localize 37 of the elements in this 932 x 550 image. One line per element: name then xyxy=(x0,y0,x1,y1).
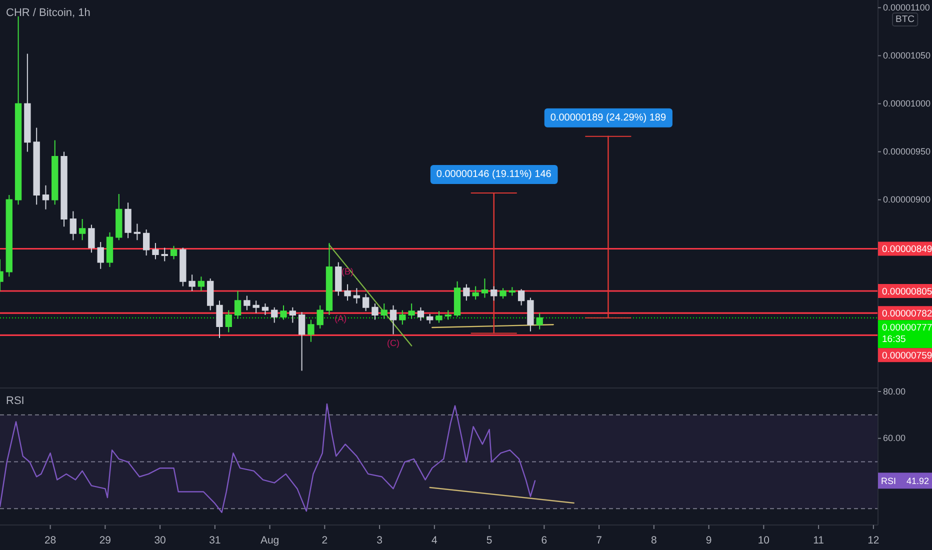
x-tick-label: 28 xyxy=(44,534,56,547)
y-tick-label: 0.00000950 xyxy=(883,146,931,157)
y-tick-label: 0.00001100 xyxy=(883,2,930,13)
x-tick-label: 30 xyxy=(154,534,166,547)
x-tick-label: 29 xyxy=(99,534,112,547)
text: RSI xyxy=(6,395,24,407)
x-tick-label: 12 xyxy=(868,534,880,547)
text: 41.92 xyxy=(906,476,929,486)
annotation: (A) xyxy=(334,314,347,324)
x-tick-label: 9 xyxy=(706,534,712,547)
x-tick-label: 6 xyxy=(541,534,548,547)
x-tick-label: 31 xyxy=(209,534,221,547)
x-tick-label: Aug xyxy=(260,534,280,547)
x-tick-label: 11 xyxy=(813,534,824,547)
ref-line-label: 0.00000759 xyxy=(882,350,932,362)
annotation: 0.00000189 (24.29%) 189 xyxy=(550,112,666,124)
y-tick-label: 60.00 xyxy=(883,433,906,444)
ref-line-label: 0.00000782 xyxy=(882,308,932,320)
x-tick-label: 8 xyxy=(651,534,658,547)
text: CHR / Bitcoin, 1h xyxy=(6,7,90,19)
x-tick-label: 3 xyxy=(376,534,383,547)
annotation: 0.00000146 (19.11%) 146 xyxy=(436,169,552,180)
annotation: (C) xyxy=(387,338,400,348)
y-tick-label: 0.00001000 xyxy=(883,98,931,109)
y-tick-label: 80.00 xyxy=(883,386,906,396)
x-tick-label: 4 xyxy=(432,534,438,547)
y-tick-label: 0.00000900 xyxy=(883,194,931,205)
y-tick-label: 0.00001050 xyxy=(883,50,931,61)
x-tick-label: 5 xyxy=(486,534,492,547)
x-tick-label: 10 xyxy=(758,534,770,547)
ref-line-label: 0.00000849 xyxy=(882,244,932,256)
x-tick-label: 7 xyxy=(596,534,602,547)
x-tick-label: 2 xyxy=(322,534,328,547)
ref-line-label: 0.00000805 xyxy=(882,286,932,298)
y-axis-title: BTC xyxy=(896,14,915,25)
chart-title: RSI xyxy=(881,476,896,486)
ref-line-label: 0.00000777 16:35 xyxy=(882,322,932,345)
